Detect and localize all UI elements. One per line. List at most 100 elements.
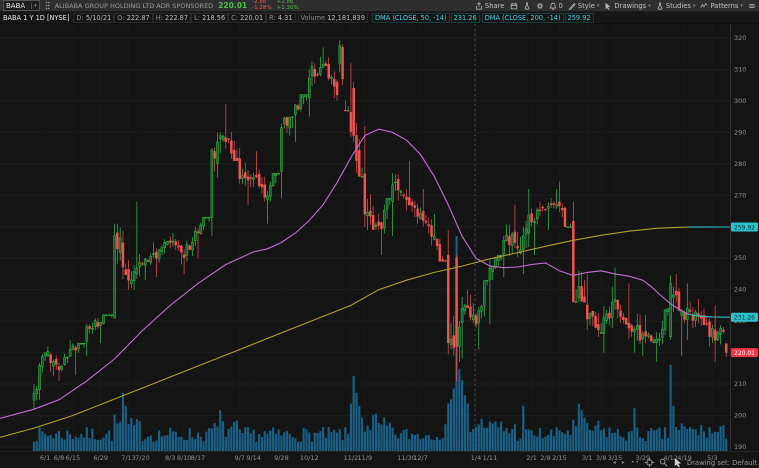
- candle-body: [588, 313, 592, 319]
- candle-body: [91, 328, 94, 330]
- x-axis-label[interactable]: 1/11: [483, 454, 498, 462]
- x-axis-label[interactable]: 5/3: [707, 454, 717, 462]
- x-axis-label[interactable]: 8/3: [165, 454, 175, 462]
- studies-button[interactable]: Studies ▾: [656, 2, 695, 10]
- x-axis-label[interactable]: 9/7: [234, 454, 244, 462]
- chart-menu-button[interactable]: [748, 2, 756, 10]
- x-axis-label[interactable]: 9/28: [274, 454, 289, 462]
- x-axis-label[interactable]: 6/29: [93, 454, 108, 462]
- volume-bar: [302, 427, 305, 451]
- candle-body: [713, 329, 717, 341]
- pan-right-icon[interactable]: ▸: [621, 459, 626, 466]
- volume-bar: [138, 420, 141, 451]
- candle-body: [566, 226, 570, 228]
- x-axis-label[interactable]: 11/9: [358, 454, 373, 462]
- x-axis-label[interactable]: 1/4: [471, 454, 481, 462]
- x-axis-label[interactable]: 7/20: [135, 454, 150, 462]
- x-axis-label[interactable]: 8/10: [177, 454, 192, 462]
- candle-body: [463, 305, 467, 311]
- y-axis-label[interactable]: 270: [734, 191, 746, 199]
- candle-body: [360, 176, 364, 178]
- volume-bar: [85, 427, 88, 451]
- y-axis-label[interactable]: 280: [734, 160, 746, 168]
- y-axis-label[interactable]: 300: [734, 97, 746, 105]
- volume-bar: [549, 429, 553, 451]
- candle-body: [416, 208, 419, 217]
- y-axis-label[interactable]: 310: [734, 65, 746, 73]
- drawings-button[interactable]: Drawings ▾: [604, 2, 651, 10]
- candle-body: [157, 249, 161, 259]
- candle-body: [597, 324, 600, 330]
- candle-body: [666, 308, 670, 312]
- candle-body: [93, 320, 97, 327]
- link-grip-icon[interactable]: [45, 1, 50, 10]
- ma-displaced-line: [688, 313, 731, 318]
- y-axis-label[interactable]: 200: [734, 412, 746, 420]
- volume-bar: [188, 428, 191, 451]
- x-axis-label[interactable]: 11/30: [397, 454, 416, 462]
- volume-bar: [605, 437, 608, 451]
- x-axis-label[interactable]: 3/1: [582, 454, 592, 462]
- y-axis-label[interactable]: 250: [734, 254, 746, 262]
- volume-bar: [291, 437, 294, 451]
- x-axis-label[interactable]: 8/17: [191, 454, 206, 462]
- share-button[interactable]: Share: [475, 2, 505, 10]
- x-axis-label[interactable]: 6/15: [66, 454, 81, 462]
- volume-bar: [683, 426, 686, 451]
- x-axis-label[interactable]: 6/8: [54, 454, 64, 462]
- candle-body: [619, 310, 622, 317]
- x-axis-label[interactable]: 2/15: [552, 454, 567, 462]
- candle-body: [391, 184, 394, 202]
- candle-body: [296, 105, 300, 110]
- pan-left-icon[interactable]: ◂: [612, 459, 617, 466]
- symbol-combobox[interactable]: BABA ▾: [3, 0, 40, 11]
- y-axis-label[interactable]: 190: [734, 443, 746, 451]
- fit-target-icon[interactable]: [644, 458, 654, 467]
- volume-bar: [324, 437, 327, 451]
- chart-area[interactable]: 3203103002902802702602502402302202102001…: [0, 24, 759, 468]
- x-axis-label[interactable]: 6/1: [40, 454, 50, 462]
- y-axis-label[interactable]: 290: [734, 128, 746, 136]
- chart-svg[interactable]: 3203103002902802702602502402302202102001…: [0, 24, 759, 468]
- x-axis-label[interactable]: 3/15: [608, 454, 623, 462]
- settings-button[interactable]: [536, 2, 544, 10]
- volume-bar: [669, 365, 672, 451]
- y-axis-label[interactable]: 320: [734, 34, 746, 42]
- magnifier-icon[interactable]: [659, 458, 668, 467]
- patterns-button[interactable]: Patterns ▾: [700, 2, 743, 10]
- x-axis-label[interactable]: 4/19: [677, 454, 692, 462]
- alerts-button[interactable]: 0: [548, 2, 563, 10]
- candle-body: [71, 345, 75, 350]
- analysis-button[interactable]: [523, 1, 531, 10]
- x-axis-label[interactable]: 10/12: [300, 454, 319, 462]
- volume-bar: [297, 441, 300, 451]
- x-axis-label[interactable]: 12/7: [413, 454, 428, 462]
- cursor-icon[interactable]: [673, 458, 682, 467]
- chevron-down-icon[interactable]: ▾: [31, 2, 37, 9]
- calendar-button[interactable]: [510, 2, 518, 10]
- candle-body: [683, 312, 686, 320]
- x-axis-label[interactable]: 9/14: [246, 454, 261, 462]
- x-axis-label[interactable]: 2/8: [540, 454, 550, 462]
- dma-study-chip[interactable]: DMA (CLOSE, 200, -14): [481, 12, 564, 23]
- candle-body: [622, 316, 625, 321]
- candle-body: [277, 173, 280, 175]
- y-axis-label[interactable]: 210: [734, 380, 746, 388]
- x-axis-label[interactable]: 2/1: [526, 454, 536, 462]
- zoom-dots-icon[interactable]: ••: [630, 459, 640, 466]
- volume-bar: [119, 421, 122, 451]
- x-axis-label[interactable]: 7/13: [121, 454, 136, 462]
- style-button[interactable]: Style ▾: [568, 2, 599, 10]
- candle-body: [724, 343, 728, 353]
- y-axis-label[interactable]: 240: [734, 286, 746, 294]
- x-axis-label[interactable]: 11/2: [344, 454, 359, 462]
- dma-study-chip[interactable]: DMA (CLOSE, 50, -14): [371, 12, 450, 23]
- x-axis-label[interactable]: 3/29: [636, 454, 651, 462]
- volume-bar: [555, 427, 558, 451]
- drawing-set-label[interactable]: Drawing set: Default: [686, 458, 757, 467]
- x-axis-label[interactable]: 3/8: [596, 454, 606, 462]
- volume-bar: [613, 432, 617, 451]
- volume-bar: [174, 431, 177, 451]
- candle-body: [180, 245, 183, 253]
- x-axis-label[interactable]: 4/12: [663, 454, 678, 462]
